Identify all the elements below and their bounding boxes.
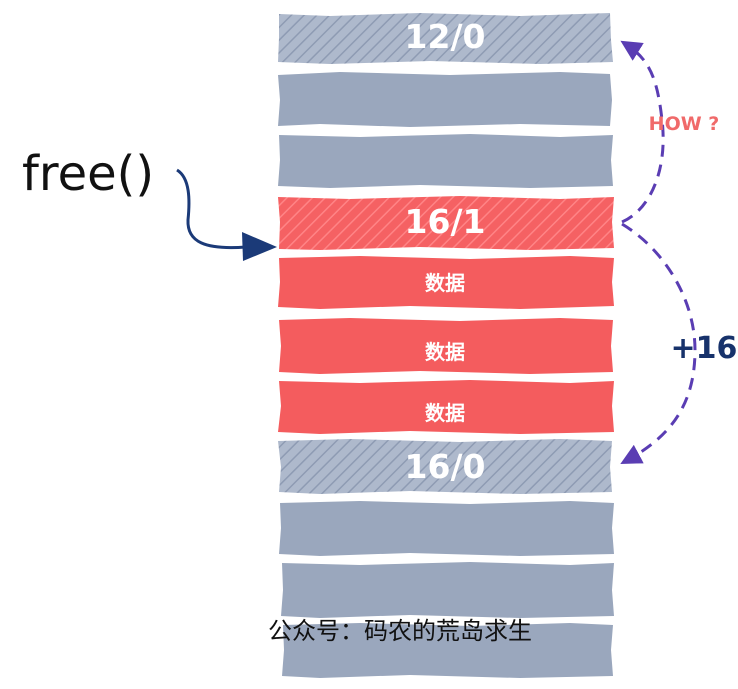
free-pointer-arrow — [176, 168, 247, 250]
data-slot-label: 数据 — [425, 271, 465, 295]
block-8 — [279, 501, 614, 556]
free-slot — [279, 501, 614, 556]
block-10 — [282, 623, 613, 678]
chunk-header-label: 16/0 — [405, 447, 486, 486]
chunk-header-16-0 — [278, 439, 612, 494]
offset-arrow — [620, 222, 697, 464]
free-slot — [278, 72, 612, 127]
chunk-header-label: 12/0 — [405, 17, 486, 56]
data-slot-label: 数据 — [425, 401, 465, 425]
free-call-label: free() — [22, 146, 154, 202]
watermark: 公众号：码农的荒岛求生 — [268, 617, 532, 645]
block-3: 16/1 — [278, 196, 614, 250]
block-4: 数据 — [278, 256, 614, 309]
block-2 — [278, 134, 613, 188]
chunk-header-label: 16/1 — [405, 202, 486, 241]
block-5: 数据 — [279, 318, 613, 374]
data-slot — [279, 318, 613, 374]
free-slot — [278, 134, 613, 188]
data-slot — [278, 256, 614, 309]
how-label: HOW ? — [649, 113, 720, 135]
block-9 — [281, 562, 614, 618]
block-1 — [278, 72, 612, 127]
offset-label: +16 — [671, 331, 738, 366]
block-7: 16/0 — [278, 439, 612, 494]
block-0: 12/0 — [278, 13, 613, 64]
data-slot-label: 数据 — [425, 340, 465, 364]
free-slot — [282, 623, 613, 678]
block-6: 数据 — [278, 380, 614, 434]
free-slot — [281, 562, 614, 618]
free-pointer-arrowhead — [242, 232, 277, 261]
data-slot — [278, 380, 614, 434]
chunk-header-12-0 — [278, 13, 613, 64]
how-arrow — [620, 40, 665, 224]
chunk-header-16-1 — [278, 196, 614, 250]
